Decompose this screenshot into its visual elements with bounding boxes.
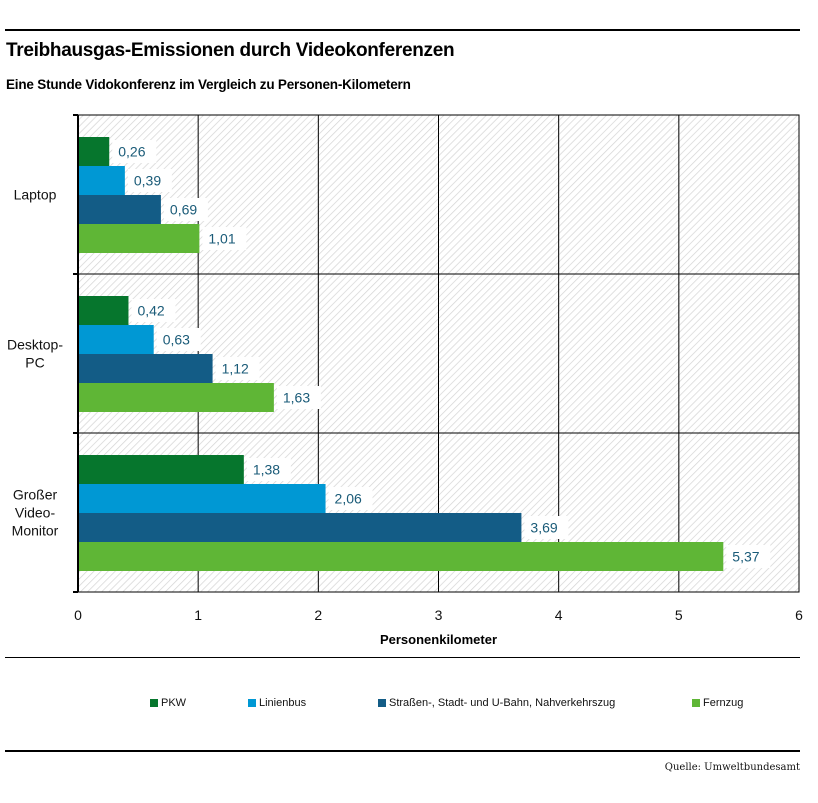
- bar: [79, 513, 522, 542]
- bar: [79, 484, 326, 513]
- bar: [79, 325, 154, 354]
- category-label: Großer: [13, 487, 58, 503]
- source-note: Quelle: Umweltbundesamt: [664, 762, 800, 773]
- x-tick-label: 1: [194, 607, 202, 623]
- data-label: 5,37: [732, 549, 759, 565]
- data-label-bg: [112, 140, 157, 163]
- data-label-bg: [328, 487, 373, 510]
- legend-swatch: [378, 699, 386, 707]
- bar: [79, 166, 125, 195]
- bottom-rule: [5, 750, 800, 752]
- data-label-bg: [127, 169, 172, 192]
- legend-item: Straßen-, Stadt- und U-Bahn, Nahverkehrs…: [378, 697, 615, 709]
- data-label: 0,69: [170, 202, 197, 218]
- bar-chart: 0 1 2 3 4 5 6 Personenkilometer Laptop Desktop- P…: [7, 114, 803, 647]
- chart-title: Treibhausgas-Emissionen durch Videokonfe…: [6, 40, 455, 61]
- x-tick-label: 0: [74, 607, 82, 623]
- bar: [79, 137, 110, 166]
- bar: [79, 383, 274, 412]
- data-label-bg: [246, 458, 291, 481]
- bar: [79, 354, 213, 383]
- x-axis-title: Personenkilometer: [380, 632, 497, 647]
- legend-label: Straßen-, Stadt- und U-Bahn, Nahverkehrs…: [389, 697, 616, 709]
- legend-item: PKW: [150, 697, 186, 709]
- x-tick-label: 3: [435, 607, 443, 623]
- legend-label: Fernzug: [703, 697, 744, 709]
- category-label: Desktop-: [7, 337, 63, 353]
- bar: [79, 195, 161, 224]
- data-label: 0,39: [134, 173, 161, 189]
- x-tick-label: 5: [675, 607, 683, 623]
- legend-swatch: [248, 699, 256, 707]
- category-label: Video-: [15, 505, 56, 521]
- data-label: 1,63: [283, 390, 310, 406]
- legend-label: PKW: [161, 697, 187, 709]
- data-label: 3,69: [530, 520, 557, 536]
- top-rule: [5, 29, 800, 31]
- data-label-bg: [156, 328, 201, 351]
- bar: [79, 224, 200, 253]
- category-label: Monitor: [12, 523, 59, 539]
- data-label-bg: [524, 516, 569, 539]
- legend-swatch: [692, 699, 700, 707]
- data-label-bg: [202, 227, 247, 250]
- category-label: Laptop: [14, 187, 57, 203]
- data-label-bg: [163, 198, 208, 221]
- data-label: 0,26: [118, 144, 145, 160]
- data-label: 1,12: [222, 361, 249, 377]
- bar: [79, 455, 244, 484]
- x-tick-label: 2: [314, 607, 322, 623]
- data-label-bg: [276, 386, 321, 409]
- legend-swatch: [150, 699, 158, 707]
- x-tick-label: 6: [795, 607, 803, 623]
- legend-label: Linienbus: [259, 697, 307, 709]
- chart-subtitle: Eine Stunde Vidokonferenz im Vergleich z…: [6, 77, 411, 92]
- data-label: 2,06: [335, 491, 362, 507]
- middle-rule: [5, 657, 800, 658]
- legend-item: Linienbus: [248, 697, 306, 709]
- data-label: 1,01: [208, 231, 235, 247]
- bar: [79, 296, 129, 325]
- x-tick-label: 4: [555, 607, 563, 623]
- data-label-bg: [215, 357, 260, 380]
- data-label-bg: [131, 299, 176, 322]
- legend-item: Fernzug: [692, 697, 743, 709]
- data-label: 1,38: [253, 462, 280, 478]
- legend: PKW Linienbus Straßen-, Stadt- und U-Bahn,…: [0, 697, 818, 715]
- category-label: PC: [25, 355, 44, 371]
- data-label: 0,63: [163, 332, 190, 348]
- data-label: 0,42: [137, 303, 164, 319]
- data-label-bg: [726, 545, 771, 568]
- bar: [79, 542, 724, 571]
